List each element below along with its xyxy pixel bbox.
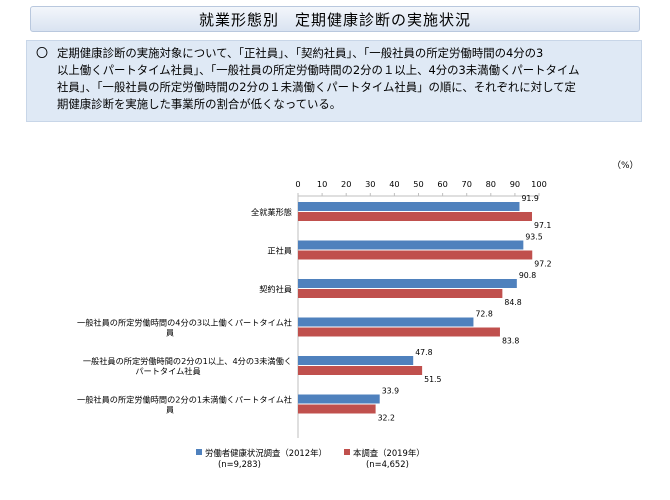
legend-n-2012: (n=9,283)	[218, 459, 261, 469]
x-tick-label: 0	[295, 179, 300, 189]
summary-line-2: 以上働くパートタイム社員」、「一般社員の所定労働時間の2分の１以上、4分の3未満…	[57, 63, 580, 77]
x-tick-label: 50	[413, 179, 423, 189]
category-label: 全就業形態	[251, 207, 292, 217]
x-tick-label: 70	[461, 179, 471, 189]
x-tick-label: 40	[389, 179, 399, 189]
summary-line-3: 社員」、「一般社員の所定労働時間の2分の１未満働くパートタイム社員」の順に、それ…	[57, 80, 576, 94]
summary-line-4: 期健康診断を実施した事業所の割合が低くなっている。	[57, 97, 342, 111]
category-label: 員	[166, 328, 174, 338]
data-label-2019: 97.2	[534, 260, 551, 269]
data-label-2019: 97.1	[534, 221, 551, 230]
legend-n-2019: (n=4,652)	[366, 459, 409, 469]
summary-marker: 〇	[36, 46, 49, 60]
x-tick-label: 80	[486, 179, 496, 189]
summary-box: 〇 定期健康診断の実施対象について、「正社員」、「契約社員」、「一般社員の所定労…	[26, 40, 642, 122]
category-label: 契約社員	[259, 284, 292, 294]
data-label-2012: 91.9	[521, 194, 538, 203]
bar-2012	[298, 202, 520, 211]
category-label: 正社員	[267, 246, 292, 256]
category-label: 一般社員の所定労働時間の2分の1以上、4分の3未満働く	[83, 356, 292, 366]
legend-label-2019: 本調査（2019年）	[353, 448, 425, 458]
legend-item-2012: 労働者健康状況調査（2012年） (n=9,283)	[196, 448, 327, 470]
data-label-2019: 84.8	[504, 298, 521, 307]
x-tick-label: 60	[437, 179, 447, 189]
bar-2012	[298, 279, 517, 288]
bar-2012	[298, 240, 524, 250]
page-title-text: 就業形態別 定期健康診断の実施状況	[198, 10, 471, 29]
category-label: 員	[166, 405, 174, 415]
bar-2012	[298, 356, 414, 365]
data-label-2012: 90.8	[519, 271, 536, 280]
data-label-2019: 32.2	[378, 414, 395, 423]
data-label-2019: 51.5	[424, 375, 441, 384]
bar-2019	[298, 250, 533, 260]
x-tick-label: 10	[317, 179, 327, 189]
x-tick-label: 20	[341, 179, 351, 189]
bar-2012	[298, 317, 474, 327]
data-label-2012: 33.9	[382, 387, 399, 396]
legend-swatch-2012	[196, 449, 202, 455]
bar-2019	[298, 289, 503, 298]
page-title: 就業形態別 定期健康診断の実施状況	[30, 6, 640, 32]
bar-2019	[298, 366, 423, 375]
bar-2019	[298, 212, 533, 221]
summary-line-1: 定期健康診断の実施対象について、「正社員」、「契約社員」、「一般社員の所定労働時…	[57, 46, 544, 60]
data-label-2019: 83.8	[502, 337, 519, 346]
category-label: 一般社員の所定労働時間の2分の1未満働くパートタイム社	[77, 395, 292, 405]
legend-item-2019: 本調査（2019年） (n=4,652)	[344, 448, 425, 470]
x-tick-label: 30	[365, 179, 375, 189]
x-tick-label: 100	[531, 179, 547, 189]
bar-2019	[298, 327, 500, 337]
bar-chart: 0 10 20 30 40 50 60 70 80 90 100 全就業形態 91.9 97.1 正社員 93…	[77, 179, 552, 438]
legend-label-2012: 労働者健康状況調査（2012年）	[205, 448, 327, 458]
data-label-2012: 47.8	[415, 348, 432, 357]
data-label-2012: 93.5	[525, 233, 542, 242]
category-label: 一般社員の所定労働時間の4分の3以上働くパートタイム社	[77, 318, 292, 328]
chart-unit: （%）	[612, 161, 639, 171]
legend-swatch-2019	[344, 449, 350, 455]
bar-2012	[298, 394, 380, 404]
data-label-2012: 72.8	[475, 310, 492, 319]
x-tick-label: 90	[510, 179, 520, 189]
category-label: パートタイム社員	[135, 366, 200, 376]
bar-2019	[298, 404, 376, 414]
